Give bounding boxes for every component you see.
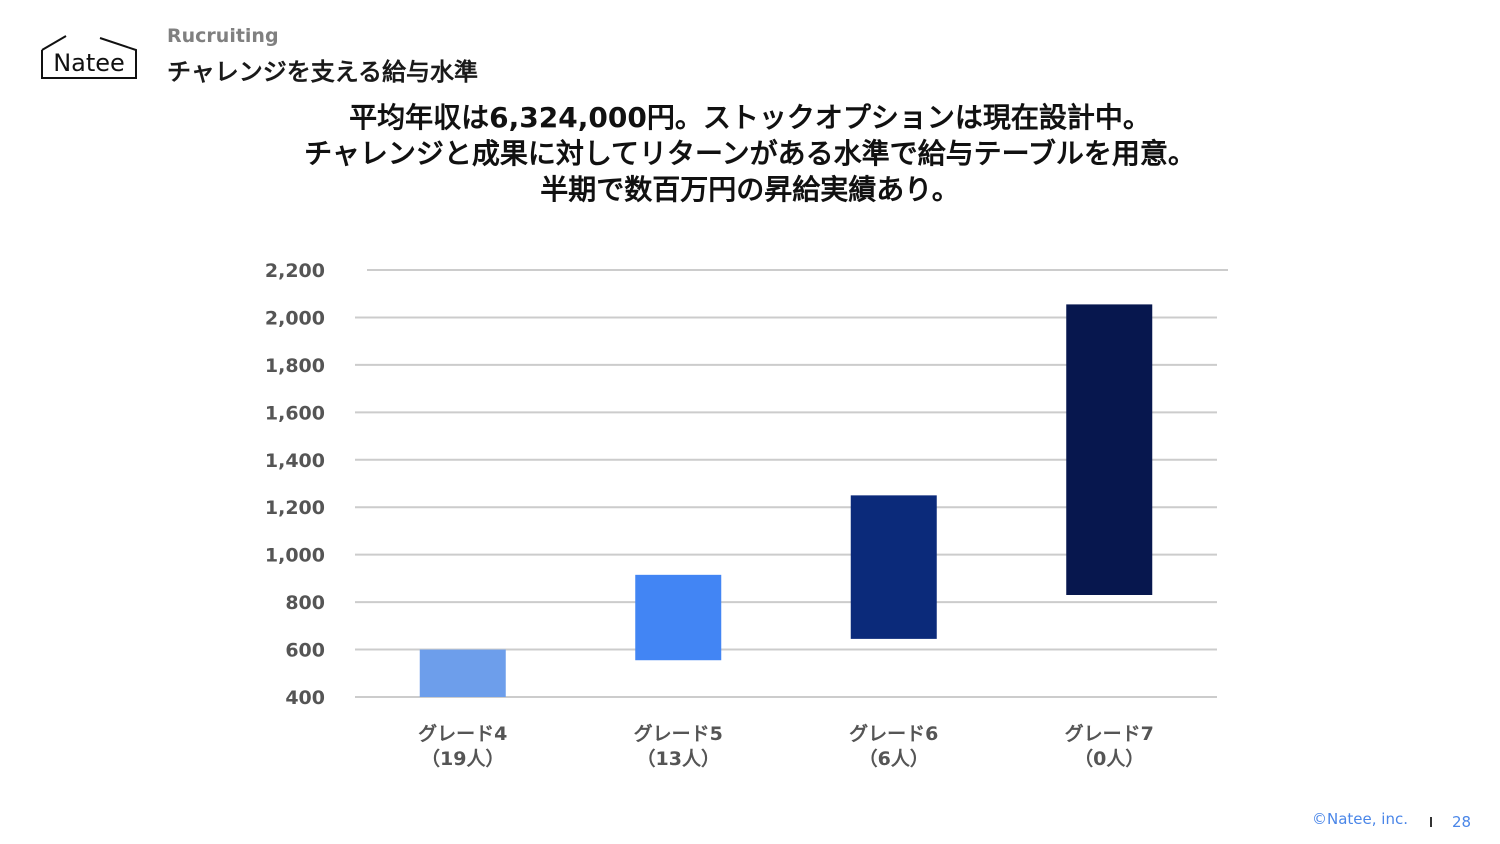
bar-6: [850, 495, 937, 639]
y-tick-label: 800: [285, 592, 325, 614]
x-tick-sublabel: （13人）: [637, 747, 720, 770]
x-tick-label: グレード7: [1065, 722, 1154, 745]
section-label: Rucruiting: [167, 25, 279, 47]
footer-separator: [1430, 817, 1432, 827]
y-tick-label: 1,200: [265, 497, 325, 519]
headline-line-1: 平均年収は6,324,000円。ストックオプションは現在設計中。: [349, 101, 1151, 134]
headline: 平均年収は6,324,000円。ストックオプションは現在設計中。 チャレンジと成…: [0, 100, 1500, 208]
logo-text: Natee: [53, 49, 125, 77]
y-tick-label: 400: [285, 687, 325, 709]
page-number: 28: [1452, 813, 1472, 831]
bar-5: [635, 574, 722, 661]
headline-line-3: 半期で数百万円の昇給実績あり。: [540, 173, 960, 206]
x-tick-sublabel: （19人）: [421, 747, 504, 770]
footer-copyright: ©Natee, inc.: [1312, 810, 1408, 828]
x-tick-label: グレード4: [418, 722, 507, 745]
bar-7: [1066, 304, 1153, 595]
headline-line-2: チャレンジと成果に対してリターンがある水準で給与テーブルを用意。: [304, 137, 1196, 170]
y-tick-label: 1,400: [265, 450, 325, 472]
page-title: チャレンジを支える給与水準: [167, 58, 479, 86]
x-tick-sublabel: （6人）: [859, 747, 929, 770]
x-tick-sublabel: （0人）: [1074, 747, 1144, 770]
x-tick-label: グレード5: [634, 722, 723, 745]
y-tick-label: 2,200: [265, 260, 325, 282]
y-tick-label: 2,000: [265, 307, 325, 329]
y-tick-label: 1,800: [265, 355, 325, 377]
y-tick-label: 1,000: [265, 545, 325, 567]
bar-4: [419, 649, 506, 697]
y-tick-label: 600: [285, 640, 325, 662]
x-tick-label: グレード6: [849, 722, 938, 745]
natee-logo: Natee: [41, 35, 137, 79]
y-tick-label: 1,600: [265, 402, 325, 424]
